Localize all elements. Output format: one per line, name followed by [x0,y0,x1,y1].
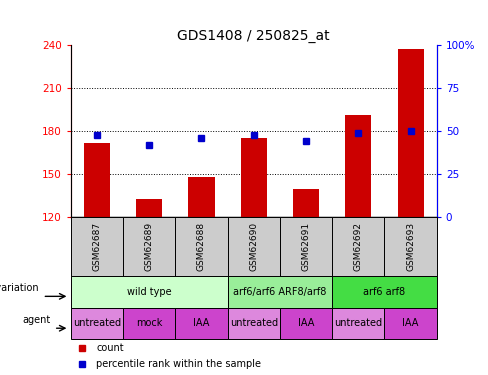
Bar [332,276,437,308]
Text: GSM62691: GSM62691 [302,222,310,271]
Text: GSM62692: GSM62692 [354,222,363,271]
Bar [332,217,385,276]
Bar [123,217,175,276]
Text: genotype/variation: genotype/variation [0,283,39,293]
Bar [398,49,424,217]
Bar [385,308,437,339]
Text: untreated: untreated [230,318,278,328]
Text: GSM62687: GSM62687 [92,222,102,271]
Text: untreated: untreated [73,318,121,328]
Text: GSM62689: GSM62689 [144,222,154,271]
Bar [241,138,267,218]
Text: count: count [97,343,124,353]
Bar [188,177,215,218]
Text: arf6 arf8: arf6 arf8 [364,286,406,297]
Bar [385,217,437,276]
Bar [71,276,227,308]
Bar [346,116,371,218]
Text: IAA: IAA [298,318,314,328]
Bar [332,308,385,339]
Bar [175,217,227,276]
Text: IAA: IAA [193,318,210,328]
Text: agent: agent [23,315,51,325]
Text: GSM62688: GSM62688 [197,222,206,271]
Bar [227,217,280,276]
Bar [280,217,332,276]
Text: wild type: wild type [127,286,171,297]
Bar [71,217,123,276]
Text: GSM62690: GSM62690 [249,222,258,271]
Bar [71,308,123,339]
Bar [227,308,280,339]
Bar [175,308,227,339]
Text: percentile rank within the sample: percentile rank within the sample [97,359,262,369]
Bar [123,308,175,339]
Text: untreated: untreated [334,318,383,328]
Title: GDS1408 / 250825_at: GDS1408 / 250825_at [178,28,330,43]
Bar [84,143,110,218]
Text: GSM62693: GSM62693 [406,222,415,271]
Bar [227,276,332,308]
Text: mock: mock [136,318,163,328]
Bar [293,189,319,218]
Bar [136,199,162,217]
Text: IAA: IAA [403,318,419,328]
Bar [280,308,332,339]
Text: arf6/arf6 ARF8/arf8: arf6/arf6 ARF8/arf8 [233,286,326,297]
